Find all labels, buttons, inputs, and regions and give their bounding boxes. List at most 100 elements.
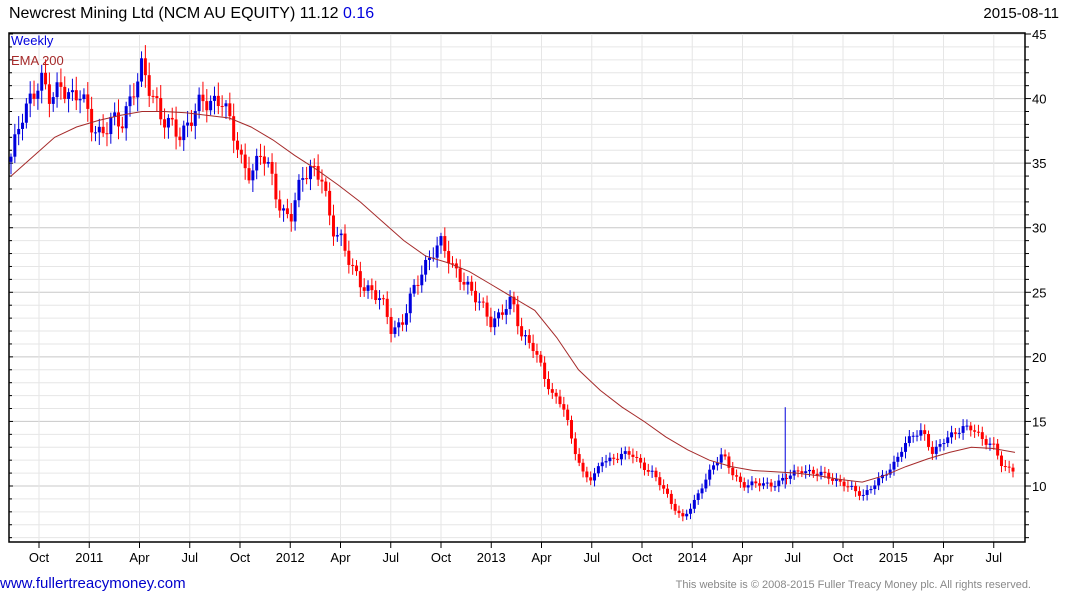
candle-body bbox=[731, 467, 735, 476]
candle-body bbox=[915, 435, 919, 437]
candle-body bbox=[934, 446, 938, 454]
candle-body bbox=[911, 435, 915, 437]
candle-body bbox=[904, 443, 908, 452]
candle-body bbox=[439, 236, 443, 246]
candle-body bbox=[82, 94, 86, 100]
candle-body bbox=[957, 432, 961, 434]
candle-body bbox=[220, 106, 224, 108]
candle-body bbox=[712, 465, 716, 470]
candle-body bbox=[270, 161, 274, 174]
x-tick-label: Apr bbox=[330, 550, 351, 565]
candle-body bbox=[781, 477, 785, 481]
candle-body bbox=[976, 431, 980, 433]
candle-body bbox=[404, 313, 408, 325]
candle-body bbox=[470, 281, 474, 291]
candle-body bbox=[992, 443, 996, 445]
candle-body bbox=[973, 430, 977, 432]
x-tick-label: 2014 bbox=[678, 550, 707, 565]
candle-body bbox=[938, 444, 942, 447]
candle-body bbox=[101, 126, 105, 134]
candle-body bbox=[512, 296, 516, 305]
candle-body bbox=[639, 457, 643, 463]
candle-body bbox=[516, 304, 520, 327]
y-tick-label: 25 bbox=[1032, 285, 1046, 300]
candle-body bbox=[255, 155, 259, 171]
y-tick-label: 35 bbox=[1032, 156, 1046, 171]
x-tick-label: Oct bbox=[29, 550, 50, 565]
candle-body bbox=[539, 354, 543, 363]
candle-body bbox=[877, 478, 881, 486]
candle-body bbox=[923, 430, 927, 434]
candle-body bbox=[339, 233, 343, 236]
plot-frame bbox=[8, 32, 1026, 543]
candle-body bbox=[447, 251, 451, 264]
candle-body bbox=[266, 161, 270, 164]
candle-body bbox=[450, 263, 454, 265]
candle-body bbox=[654, 470, 658, 478]
candle-body bbox=[662, 485, 666, 489]
candle-body bbox=[63, 86, 67, 99]
candle-body bbox=[401, 322, 405, 325]
candle-body bbox=[838, 479, 842, 482]
candle-body bbox=[600, 462, 604, 467]
candle-body bbox=[305, 178, 309, 180]
candle-body bbox=[796, 470, 800, 472]
x-tick-label: Jul bbox=[985, 550, 1002, 565]
candle-body bbox=[596, 466, 600, 474]
candle-body bbox=[193, 111, 197, 126]
candle-body bbox=[170, 117, 174, 120]
legend-ema: EMA 200 bbox=[11, 53, 64, 68]
candle-body bbox=[366, 285, 370, 291]
candle-body bbox=[155, 96, 159, 99]
candle-body bbox=[550, 389, 554, 393]
candle-body bbox=[961, 426, 965, 433]
candle-body bbox=[1011, 467, 1015, 472]
candle-body bbox=[808, 469, 812, 472]
x-tick-label: Jul bbox=[784, 550, 801, 565]
candle-body bbox=[623, 451, 627, 454]
candle-body bbox=[896, 456, 900, 462]
candle-body bbox=[420, 274, 424, 286]
candle-body bbox=[930, 446, 934, 454]
candle-body bbox=[700, 488, 704, 494]
x-tick-label: Apr bbox=[732, 550, 753, 565]
candle-body bbox=[209, 100, 213, 111]
candle-body bbox=[892, 461, 896, 470]
candle-body bbox=[216, 95, 220, 107]
candle-body bbox=[385, 298, 389, 317]
ema-200-line bbox=[10, 111, 1016, 483]
candle-body bbox=[132, 96, 136, 98]
candle-body bbox=[543, 362, 547, 379]
x-tick-label: Apr bbox=[531, 550, 552, 565]
candle-body bbox=[735, 475, 739, 477]
candle-body bbox=[834, 479, 838, 481]
candle-body bbox=[758, 483, 762, 486]
candle-body bbox=[508, 296, 512, 310]
candle-body bbox=[546, 378, 550, 390]
candle-body bbox=[24, 103, 28, 123]
candle-body bbox=[358, 271, 362, 288]
candle-body bbox=[784, 477, 788, 479]
candle-body bbox=[59, 82, 63, 87]
candle-body bbox=[520, 326, 524, 337]
candle-body bbox=[458, 268, 462, 282]
candle-body bbox=[689, 508, 693, 514]
candle-body bbox=[646, 469, 650, 472]
candle-body bbox=[773, 486, 777, 488]
candle-body bbox=[316, 166, 320, 180]
candle-body bbox=[800, 471, 804, 474]
y-tick-label: 20 bbox=[1032, 350, 1046, 365]
candle-body bbox=[174, 119, 178, 137]
y-tick-label: 40 bbox=[1032, 92, 1046, 107]
x-tick-label: 2011 bbox=[75, 550, 103, 565]
candle-body bbox=[819, 471, 823, 476]
website-link[interactable]: www.fullertreacymoney.com bbox=[0, 575, 186, 592]
candle-body bbox=[40, 72, 44, 91]
candle-body bbox=[243, 154, 247, 169]
candle-body bbox=[51, 97, 55, 104]
candle-body bbox=[531, 342, 535, 352]
candle-body bbox=[93, 132, 97, 134]
candle-body bbox=[36, 90, 40, 99]
candle-body bbox=[324, 181, 328, 191]
candle-body bbox=[946, 437, 950, 444]
